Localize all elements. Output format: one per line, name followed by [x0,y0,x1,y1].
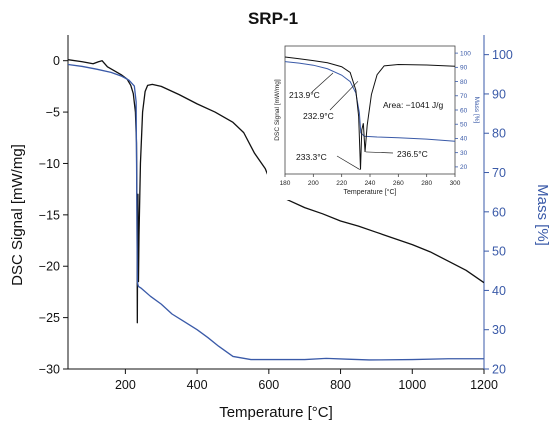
inset-y-right-tick-label: 20 [460,164,468,171]
inset-x-tick-label: 300 [450,180,461,187]
inset-annotation-label: 213.9°C [289,90,320,100]
inset-x-tick-label: 260 [393,180,404,187]
x-tick-label: 400 [187,378,208,392]
inset-annotation-arrow [311,72,334,93]
y-left-tick-label: −20 [39,260,60,274]
inset-annotation-arrow [365,151,394,154]
x-tick-label: 200 [115,378,136,392]
inset-dsc-series-line [285,56,455,170]
inset-background [267,38,483,200]
inset-annotation-label: 233.3°C [296,152,327,162]
y-left-tick-label: −30 [39,363,60,377]
inset-plot-area: 180 200 220 240 260 280 300 20 30 40 50 60 70 80 90 100… [267,38,483,200]
y-right-tick-label: 90 [492,87,506,101]
y-right-tick-label: 100 [492,48,513,62]
inset-annotation-arrow [329,81,359,111]
inset-annotation-arrow [336,155,360,170]
inset-y-right-tick-label: 30 [460,150,468,157]
y-left-tick-label: −5 [46,106,60,120]
inset-area-annotation: Area: −1041 J/g [383,100,444,110]
y-right-tick-label: 40 [492,284,506,298]
inset-y-right-tick-label: 50 [460,122,468,129]
inset-annotation-label: 232.9°C [303,111,334,121]
y-axis-left-label: DSC Signal [mW/mg] [9,144,26,286]
y-right-tick-label: 80 [492,127,506,141]
y-left-tick-label: −15 [39,208,60,222]
inset-y-right-tick-label: 100 [460,50,471,57]
inset-y-right-tick-label: 70 [460,93,468,100]
main-plot-area: 200 400 600 800 1000 1200 0 −5 −10 −15 −20 −25 −30 20… [39,35,513,392]
inset-annotation-label: 236.5°C [397,149,428,159]
y-left-tick-label: −25 [39,311,60,325]
y-left-tick-label: 0 [53,54,60,68]
y-right-tick-label: 30 [492,323,506,337]
mass-series-line [68,63,484,361]
inset-x-tick-label: 220 [336,180,347,187]
inset-y-right-tick-label: 80 [460,79,468,86]
y-right-tick-label: 20 [492,363,506,377]
inset-x-axis-label: Temperature [°C] [344,188,397,196]
inset-y-left-label: DSC Signal [mW/mg] [274,79,281,141]
x-tick-label: 1200 [470,378,498,392]
y-right-tick-label: 70 [492,166,506,180]
inset-x-tick-label: 180 [280,180,291,187]
y-left-tick-label: −10 [39,157,60,171]
x-axis-label: Temperature [°C] [219,404,333,421]
inset-y-right-tick-label: 40 [460,136,468,143]
inset-x-tick-label: 200 [308,180,319,187]
chart-title: SRP-1 [248,9,298,28]
inset-y-right-tick-label: 90 [460,65,468,72]
x-tick-label: 800 [330,378,351,392]
y-right-tick-label: 50 [492,245,506,259]
y-right-tick-label: 60 [492,205,506,219]
x-tick-label: 1000 [398,378,426,392]
inset-x-tick-label: 280 [421,180,432,187]
inset-x-tick-label: 240 [365,180,376,187]
inset-y-right-label: Mass [%] [473,97,480,124]
inset-y-right-tick-label: 60 [460,107,468,114]
y-axis-right-label: Mass [%] [534,184,550,246]
x-tick-label: 600 [258,378,279,392]
